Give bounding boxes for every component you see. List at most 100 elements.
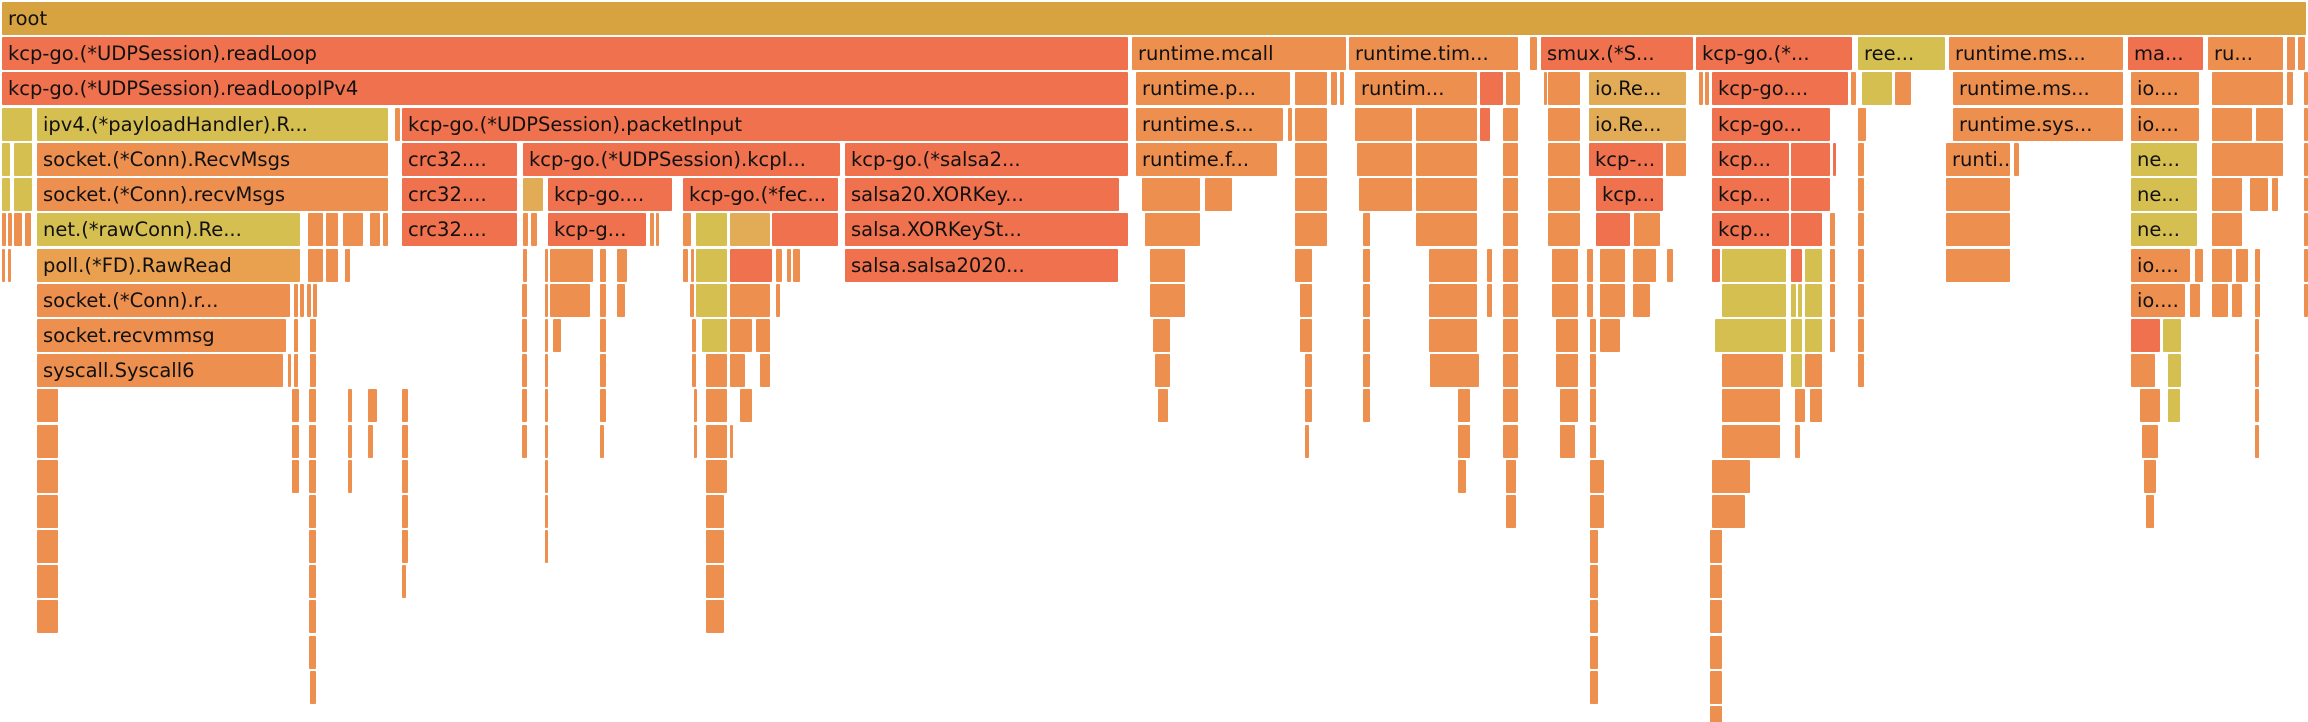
frame-kcp-go-fec[interactable]: kcp-go.(*fec... xyxy=(683,178,838,211)
frame[interactable] xyxy=(2195,249,2203,282)
frame[interactable] xyxy=(402,460,408,493)
frame-kcp-go-udpsession-readloopipv4[interactable]: kcp-go.(*UDPSession).readLoopIPv4 xyxy=(2,72,1128,105)
frame-syscall-syscall6[interactable]: syscall.Syscall6 xyxy=(37,354,283,387)
frame[interactable] xyxy=(2255,284,2260,317)
frame[interactable] xyxy=(1487,249,1492,282)
frame-salsa-xorkeyst[interactable]: salsa.XORKeySt... xyxy=(845,213,1128,246)
frame[interactable] xyxy=(2256,108,2283,141)
frame-runtime-tim[interactable]: runtime.tim... xyxy=(1349,37,1518,70)
frame[interactable] xyxy=(523,213,528,246)
frame[interactable] xyxy=(1633,284,1650,317)
frame[interactable] xyxy=(2304,108,2308,141)
frame[interactable] xyxy=(730,284,770,317)
frame[interactable] xyxy=(1560,425,1575,458)
frame[interactable] xyxy=(309,425,316,458)
frame[interactable] xyxy=(8,213,12,246)
frame[interactable] xyxy=(730,249,772,282)
frame[interactable] xyxy=(2,249,5,282)
frame[interactable] xyxy=(545,460,548,493)
frame-net-rawconn-re[interactable]: net.(*rawConn).Re... xyxy=(37,213,300,246)
frame[interactable] xyxy=(2131,354,2155,387)
frame[interactable] xyxy=(2255,389,2259,422)
frame[interactable] xyxy=(1946,213,2010,246)
frame[interactable] xyxy=(1596,213,1630,246)
frame[interactable] xyxy=(2140,389,2160,422)
frame[interactable] xyxy=(650,213,654,246)
frame[interactable] xyxy=(1416,108,1477,141)
frame[interactable] xyxy=(600,354,606,387)
frame[interactable] xyxy=(706,354,727,387)
frame[interactable] xyxy=(656,213,659,246)
frame[interactable] xyxy=(1429,249,1477,282)
frame[interactable] xyxy=(309,565,316,598)
frame[interactable] xyxy=(348,425,352,458)
frame[interactable] xyxy=(1858,354,1864,387)
frame[interactable] xyxy=(1416,178,1477,211)
frame[interactable] xyxy=(1600,249,1625,282)
frame-runtime-ms[interactable]: runtime.ms... xyxy=(1953,72,2123,105)
frame[interactable] xyxy=(326,249,338,282)
frame-runtime-mcall[interactable]: runtime.mcall xyxy=(1132,37,1346,70)
frame-crc32[interactable]: crc32.... xyxy=(402,213,517,246)
frame[interactable] xyxy=(1715,319,1786,352)
frame-kcp[interactable]: kcp... xyxy=(1712,178,1789,211)
frame-io-re[interactable]: io.Re... xyxy=(1589,72,1686,105)
frame[interactable] xyxy=(402,565,406,598)
frame-crc32[interactable]: crc32.... xyxy=(402,178,517,211)
frame-socket-conn-recvmsgs[interactable]: socket.(*Conn).RecvMsgs xyxy=(37,143,388,176)
frame[interactable] xyxy=(1590,671,1598,704)
frame[interactable] xyxy=(1363,213,1370,246)
frame[interactable] xyxy=(368,389,377,422)
frame[interactable] xyxy=(294,354,298,387)
frame[interactable] xyxy=(1363,389,1370,422)
frame[interactable] xyxy=(1791,249,1802,282)
frame[interactable] xyxy=(2,108,32,141)
frame[interactable] xyxy=(1430,354,1479,387)
frame[interactable] xyxy=(730,354,745,387)
frame[interactable] xyxy=(309,389,316,422)
frame[interactable] xyxy=(368,425,373,458)
frame[interactable] xyxy=(1556,319,1578,352)
frame[interactable] xyxy=(523,178,543,211)
frame[interactable] xyxy=(14,143,32,176)
frame-kcp-go[interactable]: kcp-go.... xyxy=(1712,72,1848,105)
frame[interactable] xyxy=(1805,354,1822,387)
frame[interactable] xyxy=(1710,706,1722,722)
frame[interactable] xyxy=(300,284,304,317)
frame[interactable] xyxy=(730,425,733,458)
frame[interactable] xyxy=(1295,108,1327,141)
frame-salsa-salsa2020[interactable]: salsa.salsa2020... xyxy=(845,249,1118,282)
frame[interactable] xyxy=(683,213,691,246)
frame[interactable] xyxy=(793,249,800,282)
frame[interactable] xyxy=(310,319,316,352)
frame[interactable] xyxy=(2304,249,2308,282)
frame-runtime-sys[interactable]: runtime.sys... xyxy=(1953,108,2123,141)
frame[interactable] xyxy=(1556,354,1578,387)
frame[interactable] xyxy=(1858,213,1864,246)
frame[interactable] xyxy=(1155,354,1170,387)
frame[interactable] xyxy=(292,425,299,458)
frame-crc32[interactable]: crc32.... xyxy=(402,143,517,176)
frame-kcp-go-udpsession-kcpi[interactable]: kcp-go.(*UDPSession).kcpI... xyxy=(523,143,840,176)
frame[interactable] xyxy=(545,284,548,317)
frame[interactable] xyxy=(309,530,316,563)
frame[interactable] xyxy=(600,425,604,458)
frame[interactable] xyxy=(1548,213,1580,246)
frame[interactable] xyxy=(706,495,724,528)
frame[interactable] xyxy=(523,249,527,282)
frame[interactable] xyxy=(545,425,548,458)
frame[interactable] xyxy=(706,425,727,458)
frame-ne[interactable]: ne... xyxy=(2131,143,2197,176)
frame[interactable] xyxy=(706,600,724,633)
frame[interactable] xyxy=(2212,213,2242,246)
frame[interactable] xyxy=(696,249,727,282)
frame[interactable] xyxy=(617,284,625,317)
frame[interactable] xyxy=(1600,284,1625,317)
frame-socket-recvmmsg[interactable]: socket.recvmmsg xyxy=(37,319,286,352)
frame[interactable] xyxy=(402,425,408,458)
frame[interactable] xyxy=(1416,213,1477,246)
frame[interactable] xyxy=(1295,249,1312,282)
frame[interactable] xyxy=(2212,178,2242,211)
frame[interactable] xyxy=(1142,178,1200,211)
frame[interactable] xyxy=(1710,600,1722,633)
